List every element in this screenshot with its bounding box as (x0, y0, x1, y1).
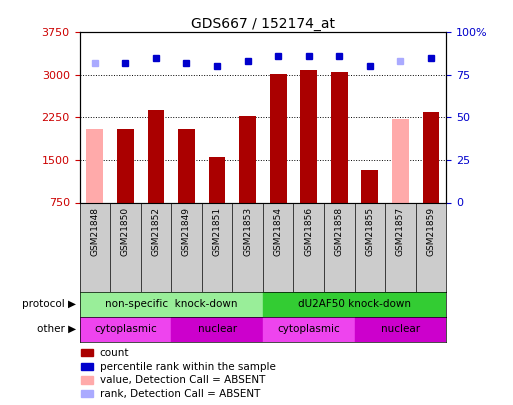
Bar (362, 170, 378, 202)
Bar (82, 349, 93, 356)
Bar (80, 317, 171, 342)
Bar (117, 129, 134, 202)
Text: GSM21855: GSM21855 (365, 207, 374, 256)
Text: percentile rank within the sample: percentile rank within the sample (100, 362, 275, 371)
Bar (171, 317, 263, 342)
Bar (331, 72, 348, 202)
Bar (148, 110, 164, 202)
Bar (86, 129, 103, 202)
Bar (209, 157, 226, 202)
Text: protocol ▶: protocol ▶ (23, 299, 76, 309)
Bar (270, 74, 287, 202)
Bar (80, 292, 263, 317)
Text: GSM21858: GSM21858 (335, 207, 344, 256)
Text: GSM21850: GSM21850 (121, 207, 130, 256)
Bar (82, 376, 93, 384)
Bar (263, 292, 446, 317)
Text: rank, Detection Call = ABSENT: rank, Detection Call = ABSENT (100, 389, 260, 399)
Text: cytoplasmic: cytoplasmic (94, 324, 157, 334)
Text: other ▶: other ▶ (37, 324, 76, 334)
Text: GSM21848: GSM21848 (90, 207, 100, 256)
Text: cytoplasmic: cytoplasmic (278, 324, 340, 334)
Text: GSM21849: GSM21849 (182, 207, 191, 256)
Text: GSM21853: GSM21853 (243, 207, 252, 256)
Bar (423, 112, 440, 202)
Bar (354, 317, 446, 342)
Text: dU2AF50 knock-down: dU2AF50 knock-down (298, 299, 411, 309)
Text: GSM21859: GSM21859 (426, 207, 436, 256)
Text: GSM21851: GSM21851 (212, 207, 222, 256)
Bar (178, 129, 195, 202)
Text: GSM21857: GSM21857 (396, 207, 405, 256)
Text: non-specific  knock-down: non-specific knock-down (105, 299, 238, 309)
Title: GDS667 / 152174_at: GDS667 / 152174_at (191, 17, 335, 31)
Text: nuclear: nuclear (198, 324, 236, 334)
Text: nuclear: nuclear (381, 324, 420, 334)
Bar (82, 390, 93, 397)
Text: GSM21852: GSM21852 (151, 207, 161, 256)
Text: value, Detection Call = ABSENT: value, Detection Call = ABSENT (100, 375, 265, 385)
Text: GSM21854: GSM21854 (274, 207, 283, 256)
Bar (300, 70, 317, 202)
Bar (239, 116, 256, 202)
Bar (263, 317, 354, 342)
Bar (392, 119, 409, 202)
Bar (82, 362, 93, 370)
Text: count: count (100, 348, 129, 358)
Text: GSM21856: GSM21856 (304, 207, 313, 256)
